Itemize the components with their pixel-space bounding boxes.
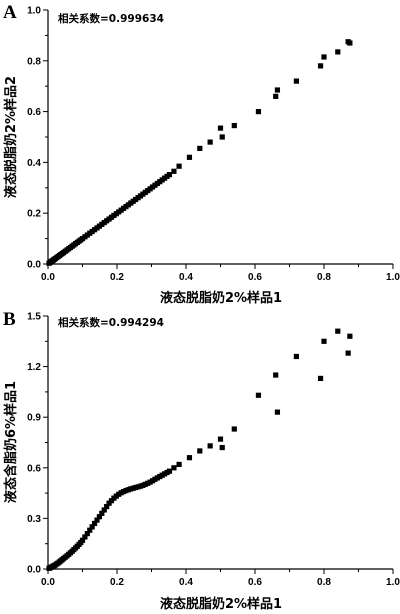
x-tick-label: 0.8 — [317, 272, 331, 283]
x-tick-label: 0.0 — [41, 272, 55, 283]
data-point — [79, 537, 86, 543]
data-point — [171, 168, 177, 174]
data-point — [96, 514, 103, 520]
data-point — [207, 443, 213, 449]
panel-letter-a: A — [3, 2, 17, 23]
x-tick-label: 0.4 — [179, 272, 193, 283]
data-point — [166, 171, 173, 178]
data-point — [186, 455, 193, 461]
data-point — [197, 145, 203, 152]
y-tick-label: 0.6 — [27, 463, 41, 474]
data-point — [335, 328, 341, 334]
x-tick-label: 1.0 — [386, 577, 400, 588]
data-point — [231, 426, 237, 432]
data-point — [84, 530, 90, 537]
data-point — [101, 507, 107, 513]
x-tick-label: 0.2 — [110, 272, 124, 283]
data-point — [219, 444, 225, 451]
panel-a: A 相关系数=0.999634 0.0 0.2 0.4 0.6 0.8 1.0 0.0 0.2… — [3, 2, 400, 306]
data-point — [255, 109, 262, 115]
data-point — [273, 372, 279, 378]
correlation-annotation-a: 相关系数=0.999634 — [58, 12, 164, 25]
data-point — [91, 520, 98, 527]
data-point — [217, 125, 224, 131]
x-tick-label: 0.0 — [41, 577, 55, 588]
data-point — [197, 448, 203, 454]
data-point — [321, 338, 327, 344]
y-tick-label: 0.4 — [27, 158, 41, 169]
y-tick-label: 0.6 — [27, 107, 41, 118]
x-tick-label: 0.8 — [317, 577, 331, 588]
data-point — [255, 392, 262, 398]
y-tick-label: 0.0 — [27, 565, 41, 576]
panel-b: B 相关系数=0.994294 0.0 0.2 0.4 0.6 0.8 1.0 0.0 0.3… — [3, 309, 400, 612]
data-point — [293, 353, 299, 360]
data-point — [186, 154, 193, 160]
data-point — [217, 436, 224, 442]
data-point — [176, 163, 182, 169]
y-axis-title-a: 液态脱脂奶2%样品2 — [3, 76, 19, 198]
y-tick-label: 0.2 — [27, 209, 41, 220]
data-point — [231, 122, 237, 129]
y-tick-label: 1.0 — [27, 6, 41, 17]
y-tick-label: 0.9 — [27, 413, 41, 424]
y-tick-label: 0.3 — [27, 514, 41, 525]
axes-b: 0.0 0.2 0.4 0.6 0.8 1.0 0.0 0.3 0.6 0.9 1.2 1.5 — [27, 312, 400, 589]
x-axis-title-b: 液态脱脂奶2%样品1 — [160, 596, 282, 612]
x-tick-label: 0.6 — [248, 272, 262, 283]
data-point — [171, 465, 177, 471]
points-a — [46, 39, 353, 266]
x-tick-label: 0.6 — [248, 577, 262, 588]
y-tick-label: 1.2 — [27, 362, 41, 373]
data-point — [104, 503, 110, 510]
data-point — [293, 78, 299, 84]
data-point — [274, 409, 281, 415]
x-tick-label: 0.4 — [179, 577, 193, 588]
panel-letter-b: B — [3, 309, 16, 330]
y-tick-label: 0.8 — [27, 56, 41, 67]
y-tick-label: 0.0 — [27, 260, 41, 271]
data-point — [347, 40, 353, 46]
data-point — [207, 139, 213, 145]
y-tick-label: 1.5 — [27, 312, 41, 323]
data-point — [219, 134, 225, 140]
data-point — [335, 49, 341, 55]
x-tick-label: 1.0 — [386, 272, 400, 283]
data-point — [317, 63, 324, 69]
axes-a: 0.0 0.2 0.4 0.6 0.8 1.0 0.0 0.2 0.4 0.6 0.8 1.0 — [27, 6, 400, 284]
data-point — [274, 87, 281, 93]
data-point — [99, 510, 105, 516]
data-point — [176, 461, 182, 468]
data-point — [347, 333, 353, 339]
data-point — [317, 375, 324, 382]
data-point — [166, 468, 173, 474]
points-b — [46, 328, 353, 571]
correlation-annotation-b: 相关系数=0.994294 — [58, 316, 164, 329]
data-point — [321, 54, 327, 60]
data-point — [87, 527, 93, 533]
data-point — [273, 93, 279, 99]
data-point — [82, 534, 88, 540]
data-point — [345, 350, 351, 356]
x-tick-label: 0.2 — [110, 577, 124, 588]
data-point — [94, 517, 100, 523]
y-axis-title-b: 液态含脂奶6%样品1 — [3, 381, 19, 503]
x-axis-title-a: 液态脱脂奶2%样品1 — [160, 290, 282, 306]
data-point — [89, 524, 95, 530]
